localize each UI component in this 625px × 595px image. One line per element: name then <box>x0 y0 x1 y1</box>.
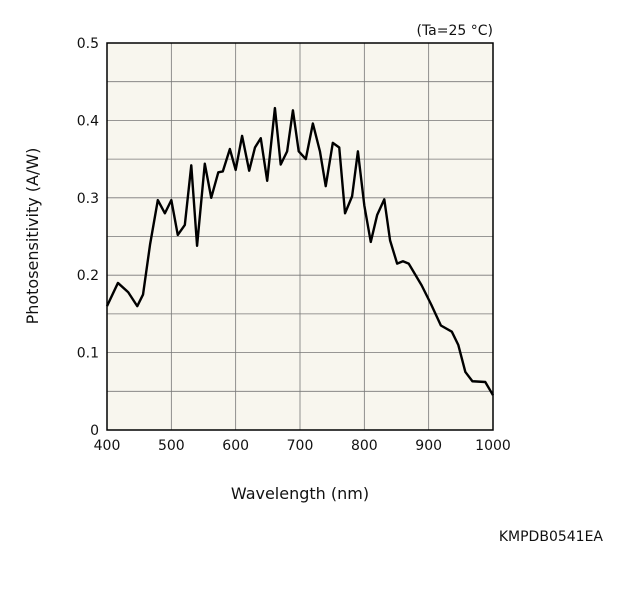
x-tick-label: 500 <box>158 438 185 454</box>
spectral-curve <box>105 106 495 396</box>
x-tick-label: 400 <box>94 438 121 454</box>
y-axis-label: Photosensitivity (A/W) <box>23 148 42 325</box>
x-axis-label: Wavelength (nm) <box>231 484 369 503</box>
y-tick-label: 0.3 <box>77 191 99 207</box>
x-tick-label: 1000 <box>475 438 511 454</box>
y-tick-label: 0.2 <box>77 268 99 284</box>
x-tick-label: 900 <box>415 438 442 454</box>
x-tick-label: 600 <box>222 438 249 454</box>
figure-code: KMPDB0541EA <box>499 529 604 545</box>
y-tick-label: 0 <box>90 423 99 439</box>
condition-label: (Ta=25 °C) <box>416 23 493 39</box>
y-tick-label: 0.4 <box>77 113 99 129</box>
x-tick-label: 700 <box>287 438 314 454</box>
y-tick-label: 0.5 <box>77 36 99 52</box>
x-tick-label: 800 <box>351 438 378 454</box>
plot-frame <box>106 42 494 431</box>
y-tick-label: 0.1 <box>77 346 99 362</box>
